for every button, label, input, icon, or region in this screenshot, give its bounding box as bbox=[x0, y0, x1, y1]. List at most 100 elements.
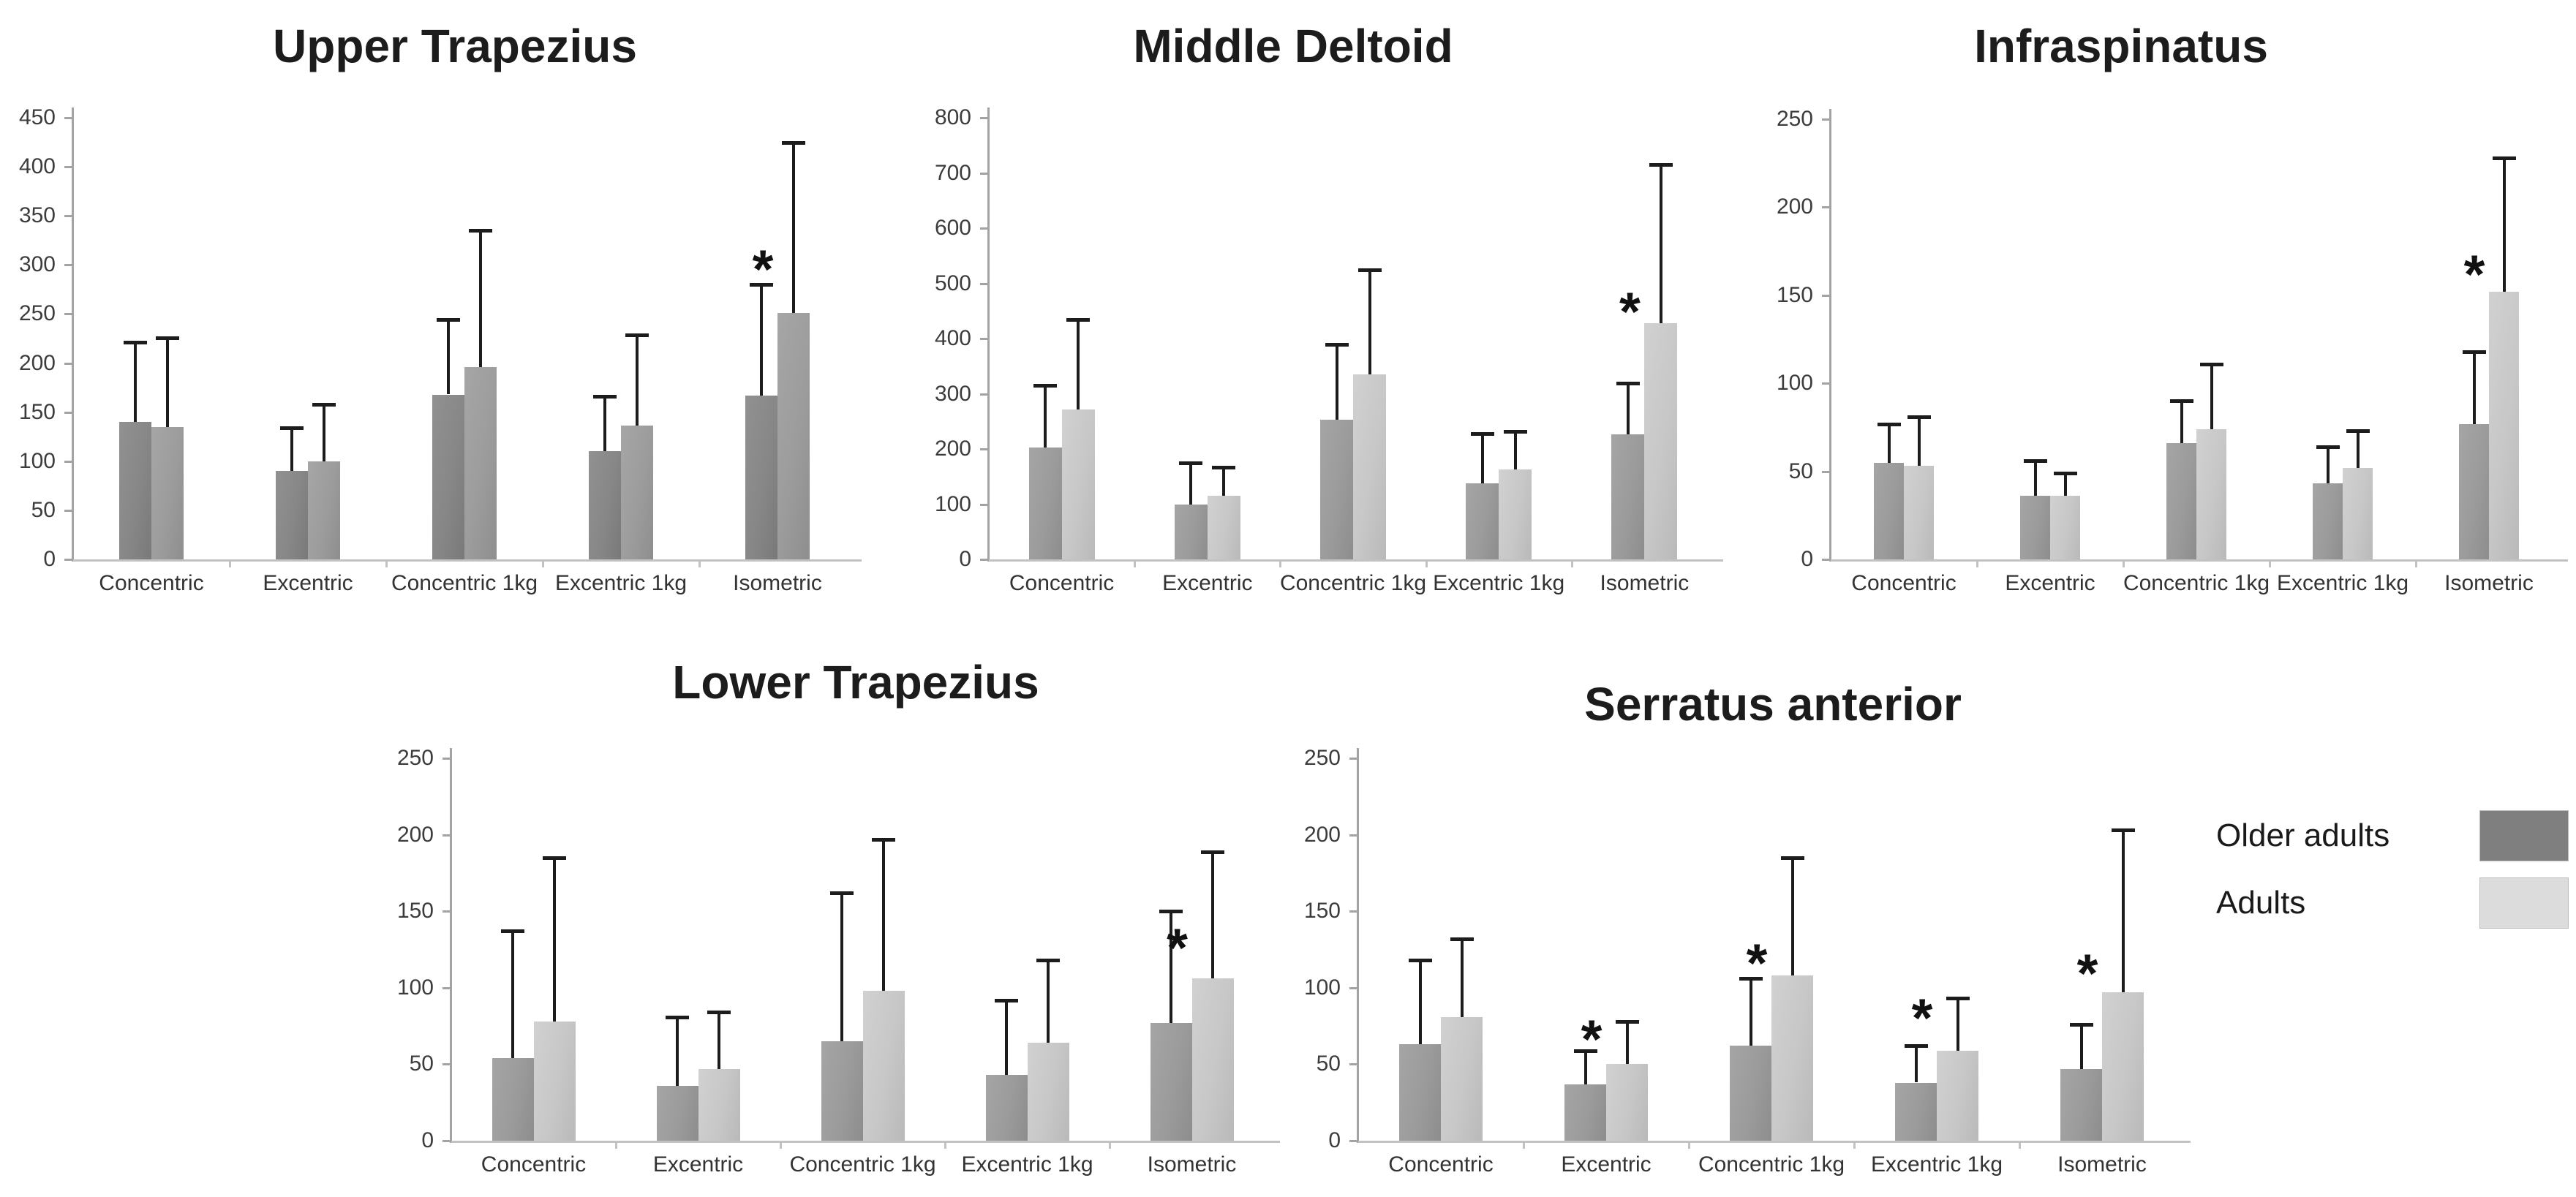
error-bar-cap bbox=[1739, 977, 1763, 981]
y-tick-label: 100 bbox=[396, 975, 434, 1000]
error-bar-cap bbox=[1470, 431, 1494, 436]
y-tick bbox=[1822, 294, 1830, 297]
error-bar-cap bbox=[782, 140, 805, 145]
bar-older-adults bbox=[1564, 1084, 1606, 1141]
bar-adults bbox=[2196, 428, 2226, 559]
bar-older-adults bbox=[656, 1085, 698, 1141]
error-bar bbox=[1077, 320, 1080, 409]
y-tick bbox=[980, 559, 988, 561]
error-bar bbox=[553, 857, 556, 1022]
error-bar bbox=[2033, 461, 2037, 496]
error-bar-cap bbox=[1159, 910, 1183, 914]
x-tick-label: Concentric 1kg bbox=[391, 571, 538, 595]
error-bar-cap bbox=[1615, 1019, 1639, 1024]
error-bar-cap bbox=[2169, 399, 2193, 404]
y-tick-label: 0 bbox=[959, 547, 971, 571]
error-bar-cap bbox=[2346, 429, 2370, 434]
y-tick-label: 0 bbox=[43, 547, 56, 571]
error-bar-cap bbox=[124, 341, 147, 345]
y-tick bbox=[442, 758, 451, 760]
bar-older-adults bbox=[1611, 434, 1645, 559]
error-bar-cap bbox=[2111, 828, 2135, 833]
y-tick bbox=[442, 1063, 451, 1066]
x-tick-label: Concentric 1kg bbox=[1279, 571, 1427, 595]
chart-title: Middle Deltoid bbox=[1133, 20, 1453, 72]
y-tick bbox=[1822, 559, 1830, 561]
x-tick-label: Isometric bbox=[2444, 571, 2534, 595]
y-tick-label: 0 bbox=[1801, 547, 1813, 571]
bar-adults bbox=[1606, 1064, 1648, 1141]
y-axis-line bbox=[987, 107, 990, 562]
x-boundary-tick bbox=[1523, 1141, 1525, 1149]
bar-older-adults bbox=[2020, 496, 2050, 559]
y-tick bbox=[64, 411, 72, 414]
error-bar bbox=[1335, 344, 1338, 420]
error-bar bbox=[1956, 998, 1959, 1051]
y-tick-label: 100 bbox=[934, 491, 971, 516]
bar-adults bbox=[2343, 467, 2373, 559]
y-tick bbox=[980, 172, 988, 175]
x-tick-label: Excentric bbox=[652, 1152, 744, 1177]
y-tick bbox=[64, 117, 72, 119]
x-boundary-tick bbox=[542, 559, 544, 567]
error-bar-cap bbox=[312, 402, 336, 407]
error-bar bbox=[1047, 960, 1050, 1043]
x-boundary-tick bbox=[2123, 559, 2125, 567]
x-axis-line bbox=[73, 559, 862, 562]
x-boundary-tick bbox=[2269, 559, 2271, 567]
bar-older-adults bbox=[1320, 419, 1353, 559]
bar-older-adults bbox=[2060, 1068, 2102, 1141]
bar-adults bbox=[308, 461, 340, 559]
error-bar-cap bbox=[995, 998, 1018, 1002]
significance-asterisk: * bbox=[2463, 243, 2485, 305]
y-tick bbox=[980, 338, 988, 340]
x-tick-label: Concentric 1kg bbox=[789, 1152, 936, 1177]
bar-older-adults bbox=[1895, 1082, 1937, 1141]
y-tick bbox=[64, 509, 72, 512]
bar-older-adults bbox=[1174, 504, 1208, 559]
y-tick bbox=[980, 117, 988, 119]
error-bar bbox=[2121, 830, 2125, 993]
bar-adults bbox=[151, 426, 184, 559]
error-bar bbox=[760, 284, 763, 396]
x-tick-label: Isometric bbox=[733, 571, 822, 595]
x-boundary-tick bbox=[1688, 1141, 1690, 1149]
legend-label-adults: Adults bbox=[2216, 884, 2306, 921]
x-tick-label: Isometric bbox=[1147, 1152, 1237, 1177]
y-tick bbox=[64, 460, 72, 463]
bar-adults bbox=[533, 1021, 576, 1141]
y-axis-line bbox=[1829, 109, 1831, 562]
y-tick-label: 800 bbox=[934, 105, 971, 129]
error-bar-cap bbox=[625, 333, 649, 337]
error-bar-cap bbox=[1907, 415, 1931, 419]
y-tick bbox=[980, 393, 988, 396]
x-tick-label: Excentric bbox=[263, 571, 353, 595]
error-bar bbox=[603, 396, 606, 452]
y-tick-label: 300 bbox=[18, 252, 56, 277]
bar-adults bbox=[1061, 409, 1095, 559]
error-bar-cap bbox=[156, 336, 179, 340]
x-tick-label: Excentric 1kg bbox=[554, 571, 688, 595]
y-tick-label: 50 bbox=[31, 497, 56, 522]
bar-older-adults bbox=[119, 422, 151, 559]
chart-title: Upper Trapezius bbox=[273, 20, 637, 72]
x-tick-label: Concentric bbox=[481, 1152, 587, 1177]
error-bar bbox=[1211, 851, 1214, 979]
x-tick-label: Excentric 1kg bbox=[1870, 1152, 2003, 1177]
error-bar-cap bbox=[593, 395, 617, 399]
y-tick-label: 200 bbox=[18, 350, 56, 375]
error-bar bbox=[2356, 431, 2360, 468]
y-tick bbox=[442, 986, 451, 989]
error-bar-cap bbox=[469, 229, 492, 233]
chart-title: Serratus anterior bbox=[1584, 678, 1962, 730]
legend-label-older-adults: Older adults bbox=[2216, 817, 2390, 853]
bar-adults bbox=[464, 366, 497, 559]
y-tick-label: 300 bbox=[934, 381, 971, 406]
x-tick-label: Isometric bbox=[1600, 571, 1690, 595]
error-bar-cap bbox=[1904, 1044, 1928, 1049]
significance-asterisk: * bbox=[752, 238, 774, 300]
x-axis-line bbox=[451, 1141, 1280, 1143]
legend-item-adults: Adults bbox=[2216, 877, 2569, 929]
x-boundary-tick bbox=[2019, 1141, 2021, 1149]
